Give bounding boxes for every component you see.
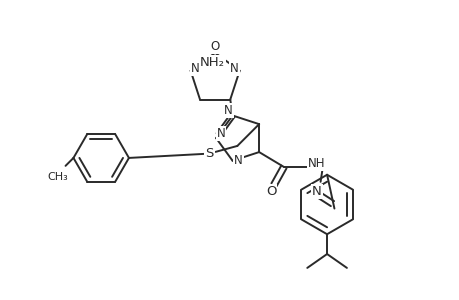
Text: N: N [311,185,321,198]
Text: S: S [205,147,213,161]
Text: O: O [210,40,219,53]
Text: N: N [191,62,200,75]
Text: N: N [224,104,232,117]
Text: CH₃: CH₃ [47,172,68,182]
Text: N: N [216,127,225,140]
Text: NH₂: NH₂ [200,56,224,69]
Text: NH: NH [307,158,325,170]
Text: N: N [230,62,239,75]
Text: N: N [234,154,242,167]
Text: O: O [265,185,276,198]
